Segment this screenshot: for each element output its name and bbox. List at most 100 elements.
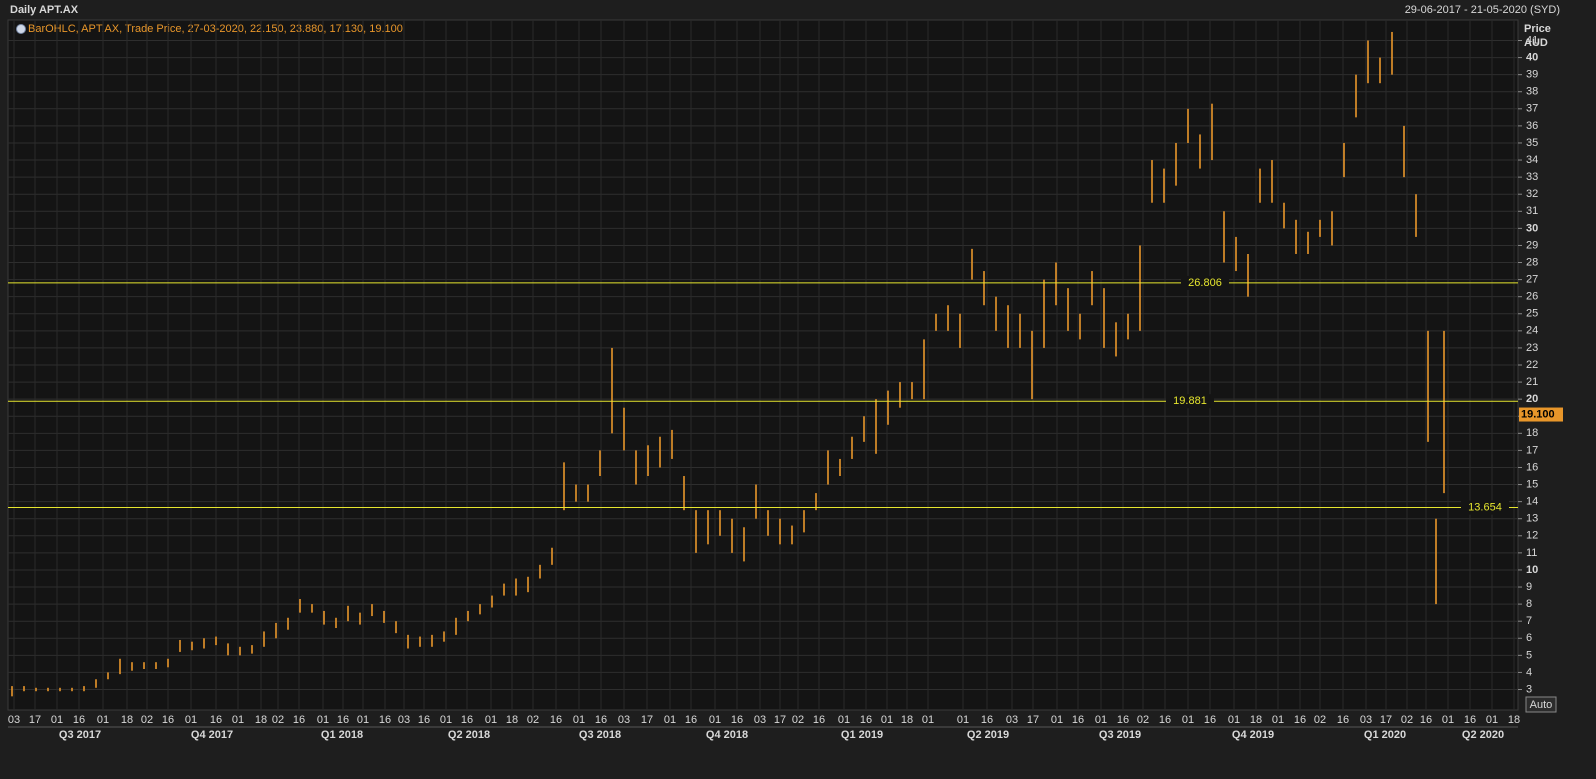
x-tick-label: 16	[461, 714, 473, 726]
x-tick-label: 03	[1006, 714, 1018, 726]
y-axis-unit: AUD	[1524, 37, 1548, 49]
last-price-label: 19.100	[1521, 408, 1555, 420]
y-tick-label: 21	[1526, 376, 1538, 388]
quarter-label: Q3 2019	[1099, 729, 1141, 741]
x-tick-label: 02	[1401, 714, 1413, 726]
level-label-bg	[1181, 275, 1229, 290]
x-tick-label: 01	[1051, 714, 1063, 726]
x-tick-label: 01	[1182, 714, 1194, 726]
quarter-label: Q1 2018	[321, 729, 363, 741]
y-tick-label: 41	[1526, 34, 1538, 46]
y-tick-label: 39	[1526, 69, 1538, 81]
y-tick-label: 26	[1526, 291, 1538, 303]
x-tick-label: 16	[685, 714, 697, 726]
x-tick-label: 16	[379, 714, 391, 726]
x-tick-label: 01	[317, 714, 329, 726]
x-tick-label: 02	[792, 714, 804, 726]
y-tick-label: 12	[1526, 530, 1538, 542]
y-tick-label: 38	[1526, 86, 1538, 98]
x-tick-label: 16	[1159, 714, 1171, 726]
level-label: 13.654	[1468, 501, 1502, 513]
quarter-label: Q4 2018	[706, 729, 748, 741]
y-tick-label: 5	[1526, 649, 1532, 661]
auto-label[interactable]: Auto	[1530, 699, 1553, 711]
x-tick-label: 18	[506, 714, 518, 726]
y-tick-label: 6	[1526, 632, 1532, 644]
y-tick-label: 3	[1526, 683, 1532, 695]
x-tick-label: 01	[664, 714, 676, 726]
level-label-bg	[1166, 394, 1214, 409]
x-tick-label: 01	[1486, 714, 1498, 726]
y-tick-label: 18	[1526, 427, 1538, 439]
y-tick-label: 22	[1526, 359, 1538, 371]
y-tick-label: 40	[1526, 51, 1538, 63]
x-tick-label: 02	[141, 714, 153, 726]
quarter-label: Q2 2018	[448, 729, 490, 741]
x-tick-label: 18	[1508, 714, 1520, 726]
x-tick-label: 03	[618, 714, 630, 726]
y-tick-label: 24	[1526, 325, 1538, 337]
quarter-label: Q2 2019	[967, 729, 1009, 741]
y-tick-label: 20	[1526, 393, 1538, 405]
y-tick-label: 23	[1526, 342, 1538, 354]
x-tick-label: 01	[1272, 714, 1284, 726]
y-axis-title: Price	[1524, 23, 1551, 35]
x-tick-label: 03	[754, 714, 766, 726]
x-tick-label: 16	[1294, 714, 1306, 726]
level-label: 26.806	[1188, 277, 1222, 289]
x-tick-label: 16	[1204, 714, 1216, 726]
x-tick-label: 01	[97, 714, 109, 726]
x-tick-label: 01	[440, 714, 452, 726]
x-tick-label: 01	[573, 714, 585, 726]
x-tick-label: 16	[73, 714, 85, 726]
x-tick-label: 01	[922, 714, 934, 726]
x-tick-label: 02	[272, 714, 284, 726]
x-tick-label: 01	[709, 714, 721, 726]
x-tick-label: 01	[1228, 714, 1240, 726]
y-tick-label: 11	[1526, 547, 1537, 559]
x-tick-label: 16	[1464, 714, 1476, 726]
y-tick-label: 17	[1526, 444, 1538, 456]
y-tick-label: 8	[1526, 598, 1532, 610]
quarter-label: Q4 2017	[191, 729, 233, 741]
x-tick-label: 02	[1137, 714, 1149, 726]
y-tick-label: 35	[1526, 137, 1538, 149]
y-tick-label: 4	[1526, 666, 1532, 678]
x-tick-label: 01	[485, 714, 497, 726]
x-tick-label: 01	[1442, 714, 1454, 726]
x-tick-label: 03	[398, 714, 410, 726]
y-tick-label: 14	[1526, 496, 1538, 508]
x-tick-label: 16	[1117, 714, 1129, 726]
x-tick-label: 01	[232, 714, 244, 726]
x-tick-label: 02	[527, 714, 539, 726]
y-tick-label: 28	[1526, 256, 1538, 268]
y-tick-label: 13	[1526, 513, 1538, 525]
x-tick-label: 17	[1027, 714, 1039, 726]
x-tick-label: 16	[1420, 714, 1432, 726]
level-label-bg	[1461, 500, 1509, 515]
x-tick-label: 18	[121, 714, 133, 726]
x-tick-label: 16	[418, 714, 430, 726]
x-tick-label: 01	[838, 714, 850, 726]
x-tick-label: 16	[162, 714, 174, 726]
chart-title: Daily APT.AX	[10, 4, 79, 16]
y-tick-label: 10	[1526, 564, 1538, 576]
x-tick-label: 02	[1314, 714, 1326, 726]
x-tick-label: 16	[1072, 714, 1084, 726]
y-tick-label: 31	[1526, 205, 1538, 217]
y-tick-label: 34	[1526, 154, 1538, 166]
date-range: 29-06-2017 - 21-05-2020 (SYD)	[1405, 4, 1560, 16]
y-tick-label: 15	[1526, 478, 1538, 490]
quarter-label: Q2 2020	[1462, 729, 1504, 741]
auto-button[interactable]	[1525, 696, 1557, 713]
x-tick-label: 01	[51, 714, 63, 726]
x-tick-label: 18	[255, 714, 267, 726]
x-tick-label: 01	[881, 714, 893, 726]
x-tick-label: 16	[860, 714, 872, 726]
quarter-label: Q1 2020	[1364, 729, 1406, 741]
quarter-label: Q1 2019	[841, 729, 883, 741]
x-tick-label: 01	[357, 714, 369, 726]
x-tick-label: 03	[1360, 714, 1372, 726]
